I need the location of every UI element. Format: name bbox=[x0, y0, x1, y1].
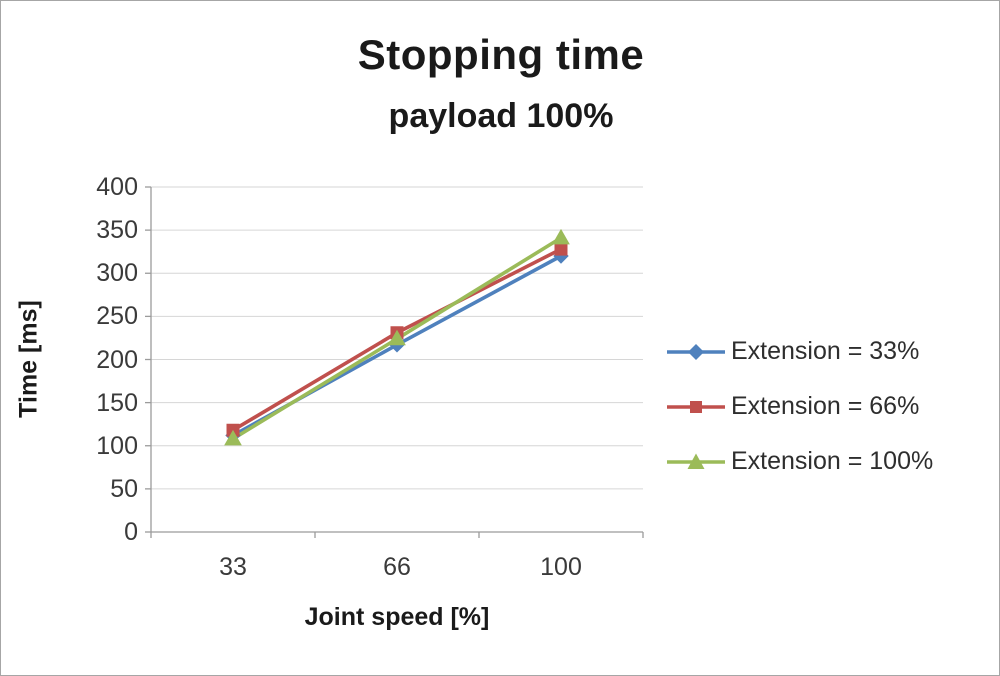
x-axis-tick-label: 66 bbox=[383, 553, 411, 581]
legend-label: Extension = 100% bbox=[731, 447, 934, 475]
legend-label: Extension = 66% bbox=[731, 392, 920, 420]
triangle-marker-icon bbox=[388, 329, 406, 346]
legend-label: Extension = 33% bbox=[731, 337, 920, 365]
legend-swatch-triangle bbox=[667, 453, 725, 469]
y-axis-title: Time [ms] bbox=[14, 300, 43, 418]
y-axis-tick-label: 100 bbox=[96, 431, 138, 460]
y-axis-tick-label: 150 bbox=[96, 388, 138, 417]
x-axis-tick-label: 33 bbox=[219, 553, 247, 581]
y-axis-tick-label: 250 bbox=[96, 302, 138, 331]
triangle-marker-icon bbox=[224, 429, 242, 446]
legend-swatch-square bbox=[667, 400, 725, 413]
square-marker-icon bbox=[554, 242, 568, 256]
y-axis-tick-label: 0 bbox=[124, 518, 138, 546]
legend-swatch-diamond bbox=[667, 343, 725, 360]
square-marker-icon bbox=[690, 400, 702, 413]
triangle-marker-icon bbox=[552, 228, 570, 245]
chart-title: Stopping time bbox=[357, 31, 645, 78]
chart-subtitle: payload 100% bbox=[388, 97, 614, 135]
legend-item: Extension = 66% bbox=[667, 392, 933, 421]
x-axis-title: Joint speed [%] bbox=[304, 603, 490, 631]
y-axis-tick-label: 300 bbox=[96, 259, 138, 288]
y-axis-tick-label: 200 bbox=[96, 345, 138, 374]
legend-item: Extension = 33% bbox=[667, 337, 933, 366]
plot-area bbox=[145, 186, 644, 538]
x-axis-tick-label: 100 bbox=[540, 553, 582, 581]
y-axis-tick-label: 50 bbox=[110, 474, 138, 503]
y-axis-tick-labels: 0 50 100 150 200 250 300 350 400 bbox=[56, 173, 138, 546]
x-axis-tick-labels: 33 66 100 bbox=[151, 553, 643, 585]
y-axis-tick-label: 400 bbox=[96, 173, 138, 201]
legend-item: Extension = 100% bbox=[667, 447, 933, 476]
y-axis-tick-label: 350 bbox=[96, 216, 138, 245]
diamond-marker-icon bbox=[688, 343, 704, 360]
triangle-marker-icon bbox=[687, 453, 705, 469]
legend: Extension = 33% Extension = 66% Extensio… bbox=[667, 337, 933, 476]
